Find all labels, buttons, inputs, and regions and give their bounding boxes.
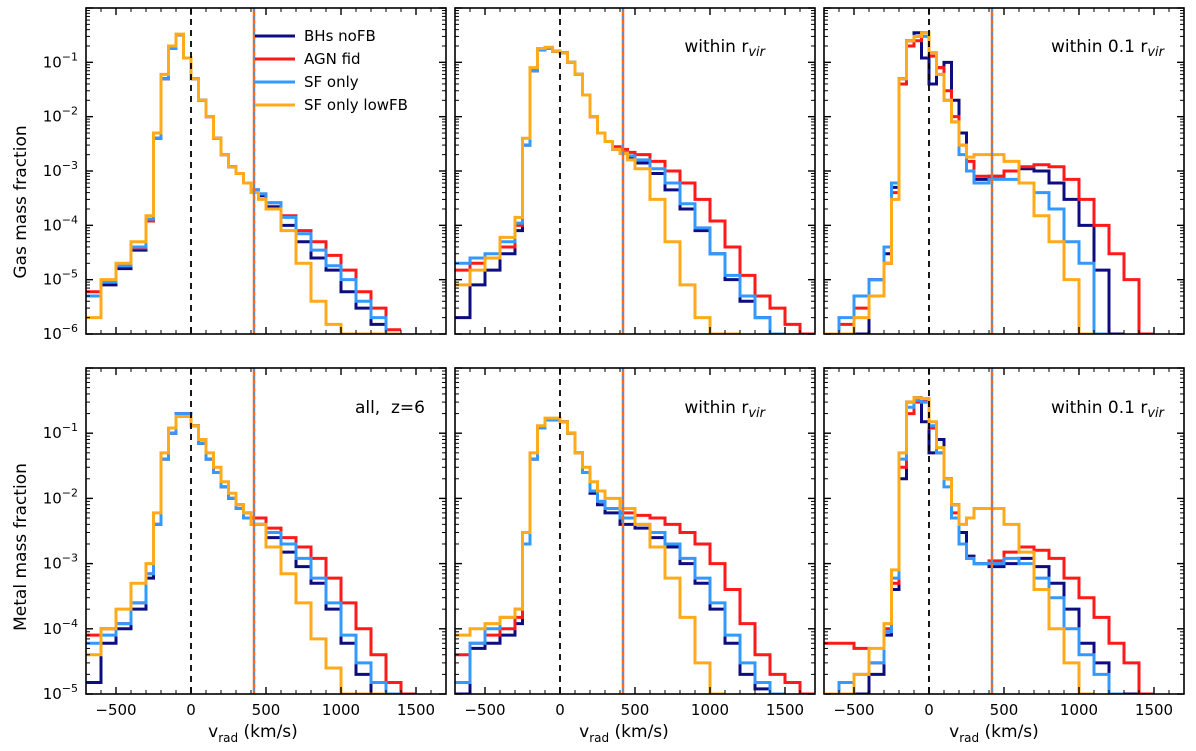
axes-frame xyxy=(85,7,447,335)
y-tick-label: 10−6 xyxy=(43,322,78,343)
panel-r0-c0: 10−6 10−5 10−4 10−3 10−2 10−1 xyxy=(43,7,447,343)
x-tick-label: 1000 xyxy=(691,701,729,719)
plot-area xyxy=(824,368,1154,694)
panel-r0-c1 xyxy=(454,7,816,335)
plot-area xyxy=(86,368,416,694)
legend-label-sf-only: SF only xyxy=(304,73,359,91)
x-tick-label: −500 xyxy=(464,701,505,719)
x-tick-label: −500 xyxy=(833,701,874,719)
series-agn-fid xyxy=(455,418,815,694)
panel-r1-c1: −500 0 500 1000 1500 xyxy=(454,367,816,719)
y-tick-label: 10−1 xyxy=(43,50,78,71)
series-sf-only-lowfb xyxy=(86,415,386,694)
series-bhs-nofb xyxy=(455,46,785,334)
series-sf-only-lowfb xyxy=(455,45,740,334)
x-tick-label: 1500 xyxy=(766,701,804,719)
panel-r1-c2: −500 0 500 1000 1500 xyxy=(823,367,1185,719)
x-tick-label: 500 xyxy=(621,701,650,719)
x-axis-titles: vrad (km/s) vrad (km/s) vrad (km/s) xyxy=(208,722,1039,745)
panel-label-within-0.1rvir-bottom: within 0.1 rvir xyxy=(1051,398,1166,421)
series-sf-only-lowfb xyxy=(824,396,1094,694)
x-tick-label: 0 xyxy=(924,701,934,719)
legend-label-agn-fid: AGN fid xyxy=(304,50,361,68)
legend-label-sf-only-lowfb: SF only lowFB xyxy=(304,96,408,114)
x-tick-label: 500 xyxy=(252,701,281,719)
series-agn-fid xyxy=(824,398,1154,694)
x-tick-label: 1500 xyxy=(1135,701,1173,719)
series-bhs-nofb xyxy=(455,418,785,694)
series-sf-only-lowfb xyxy=(86,32,401,334)
x-axis-title-col0: vrad (km/s) xyxy=(208,722,298,745)
panel-label-all-z6: all, z=6 xyxy=(355,398,425,418)
panel-r1-c0: −500 0 500 1000 1500 10−5 10−4 10−3 10−2 10−1 xyxy=(43,367,447,719)
plot-area xyxy=(86,8,401,334)
y-tick-label: 10−5 xyxy=(43,682,78,703)
y-tick-label: 10−2 xyxy=(43,486,78,507)
x-tick-label: 500 xyxy=(990,701,1019,719)
y-tick-label: 10−4 xyxy=(43,617,78,638)
y-tick-label: 10−2 xyxy=(43,105,78,126)
panel-r0-c2 xyxy=(823,7,1185,335)
y-tick-label: 10−5 xyxy=(43,268,78,289)
y-tick-label: 10−4 xyxy=(43,213,78,234)
series-bhs-nofb xyxy=(86,412,401,694)
x-tick-label: −500 xyxy=(95,701,136,719)
series-agn-fid xyxy=(455,46,815,334)
y-axis-title-bottom: Metal mass fraction xyxy=(11,463,31,631)
series-sf-only-lowfb xyxy=(455,416,725,694)
y-tick-label: 10−3 xyxy=(43,159,78,180)
plot-area xyxy=(455,8,815,334)
panel-grid: 10−6 10−5 10−4 10−3 10−2 10−1 −500 0 500 1000 1500… xyxy=(43,7,1185,719)
x-tick-label: 0 xyxy=(186,701,196,719)
y-tick-label: 10−3 xyxy=(43,552,78,573)
y-axis-title-top: Gas mass fraction xyxy=(11,125,31,278)
x-tick-label: 0 xyxy=(555,701,565,719)
series-sf-only xyxy=(824,34,1109,334)
panel-label-within-0.1rvir-top: within 0.1 rvir xyxy=(1051,37,1166,60)
panel-label-within-rvir-top: within rvir xyxy=(684,37,766,60)
legend-label-bhs-nofb: BHs noFB xyxy=(304,27,376,45)
x-tick-label: 1000 xyxy=(322,701,360,719)
series-sf-only xyxy=(455,418,785,694)
x-tick-label: 1500 xyxy=(397,701,435,719)
x-axis-title-col2: vrad (km/s) xyxy=(949,722,1039,745)
series-sf-only xyxy=(455,46,785,334)
series-sf-only-lowfb xyxy=(824,31,1094,334)
x-tick-label: 1000 xyxy=(1060,701,1098,719)
plot-area xyxy=(824,8,1154,334)
legend: BHs noFB AGN fid SF only SF only lowFB xyxy=(255,27,408,114)
series-agn-fid xyxy=(86,412,416,694)
x-axis-title-col1: vrad (km/s) xyxy=(579,722,669,745)
series-sf-only xyxy=(86,412,401,694)
panel-label-within-rvir-bottom: within rvir xyxy=(684,398,766,421)
plot-area xyxy=(455,368,815,694)
y-tick-label: 10−1 xyxy=(43,421,78,442)
